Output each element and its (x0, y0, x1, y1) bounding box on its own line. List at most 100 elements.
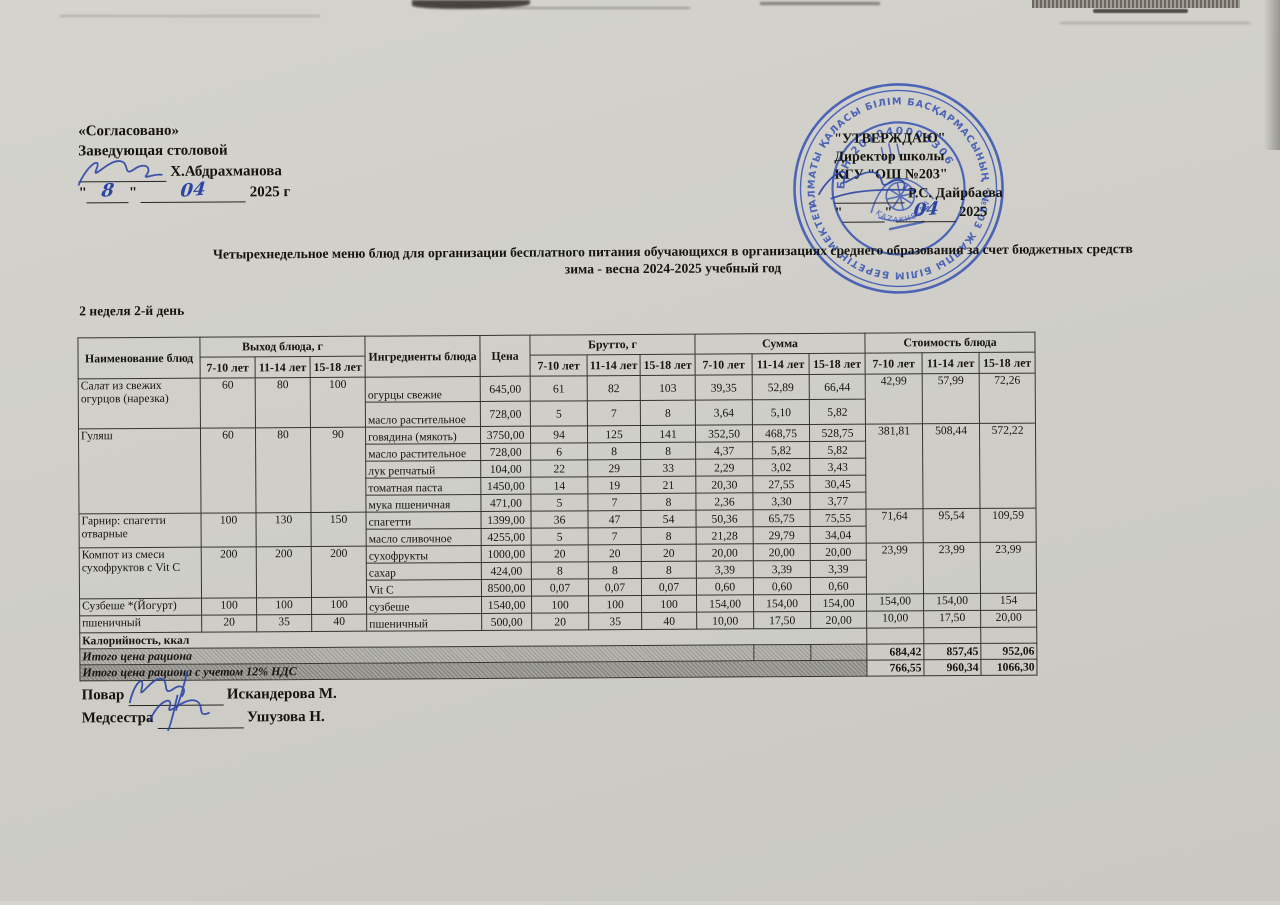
price-cell: 424,00 (481, 562, 532, 580)
cost-cell: 71,64 (866, 508, 924, 544)
portion-cell: 150 (310, 512, 367, 547)
brutto-cell: 14 (530, 476, 588, 495)
total-value-cell: 952,06 (980, 643, 1037, 660)
sum-cell: 50,36 (696, 509, 754, 528)
col-age: 15-18 лет (640, 354, 696, 376)
col-age: 15-18 лет (809, 353, 866, 375)
portion-cell: 100 (201, 597, 257, 616)
sum-cell: 154,00 (696, 594, 754, 613)
portion-cell: 100 (310, 377, 366, 428)
dish-name-cell: Гуляш (78, 428, 201, 514)
portion-cell: 100 (200, 512, 257, 548)
ingredient-cell: масло сливочное (366, 528, 482, 547)
col-brutto: Брутто, г (529, 334, 696, 356)
cost-cell: 381,81 (865, 423, 924, 510)
cost-cell: 17,50 (923, 610, 981, 628)
sum-cell: 0,60 (810, 577, 867, 595)
ingredient-cell: говядина (мякоть) (365, 426, 481, 445)
price-cell: 3750,00 (480, 426, 531, 444)
sum-cell: 66,44 (809, 374, 866, 400)
portion-cell: 200 (201, 546, 257, 599)
portion-cell: 100 (256, 597, 312, 615)
brutto-cell: 100 (588, 595, 642, 613)
canteen-head-name: Х.Абдрахманова (170, 163, 282, 180)
sum-cell: 3,39 (753, 560, 811, 578)
portion-cell: 200 (256, 546, 312, 598)
col-age: 15-18 лет (979, 352, 1036, 374)
left-date-line: " 8 " 04 2025 г (78, 178, 291, 204)
brutto-cell: 141 (640, 425, 696, 443)
portion-cell: 80 (255, 427, 311, 513)
handwritten-day: 8 (100, 179, 116, 202)
total-vat-value-cell: 766,55 (866, 659, 925, 677)
col-age: 11-14 лет (255, 356, 311, 378)
sum-cell: 30,45 (809, 475, 866, 493)
sum-cell: 528,75 (809, 424, 866, 442)
price-cell: 645,00 (480, 376, 531, 402)
col-cost: Стоимость блюда (864, 332, 1036, 354)
sum-cell: 20,00 (753, 543, 811, 561)
cost-cell: 95,54 (923, 508, 981, 543)
sum-cell: 20,00 (810, 543, 867, 561)
sum-cell: 20,30 (695, 475, 753, 494)
sum-cell: 0,60 (696, 577, 754, 596)
sum-cell: 3,64 (695, 399, 753, 426)
portion-cell: 100 (311, 597, 367, 615)
sum-cell: 5,82 (809, 441, 866, 459)
sum-cell: 2,36 (695, 492, 754, 511)
dish-name-cell: пшеничный (79, 615, 202, 633)
brutto-cell: 8 (588, 561, 642, 579)
cost-cell: 57,99 (922, 373, 980, 424)
approval-left-block: «Согласовано» Заведующая столовой Х.Абдр… (78, 120, 291, 204)
table-row: Салат из свежих огурцов (нарезка) 60 80 100… (78, 373, 1036, 429)
col-age: 7-10 лет (530, 354, 588, 377)
brutto-cell: 20 (588, 544, 642, 562)
agreed-label: «Согласовано» (78, 122, 180, 140)
total-value-cell: 857,45 (923, 643, 981, 660)
brutto-cell: 8 (641, 527, 697, 545)
cost-cell: 23,99 (980, 542, 1037, 594)
brutto-cell: 19 (587, 476, 641, 494)
col-age: 11-14 лет (587, 354, 641, 376)
ingredient-cell: томатная паста (365, 477, 481, 496)
brutto-cell: 100 (641, 595, 697, 613)
col-age: 11-14 лет (922, 352, 980, 374)
brutto-cell: 8 (640, 442, 696, 460)
brutto-cell: 6 (530, 442, 588, 461)
brutto-cell: 61 (530, 375, 588, 402)
price-cell: 500,00 (481, 613, 532, 631)
brutto-cell: 100 (531, 595, 589, 614)
brutto-cell: 0,07 (588, 578, 642, 596)
price-cell: 104,00 (480, 460, 531, 478)
cook-name: Искандерова М. (226, 685, 337, 703)
brutto-cell: 36 (531, 510, 589, 529)
sum-cell: 17,50 (753, 611, 811, 629)
col-sum: Сумма (694, 333, 866, 355)
ingredient-cell: спагетти (366, 511, 482, 530)
approval-right-block: "УТВЕРЖДАЮ" Директор школы КГУ "ОШ №203"… (834, 130, 1003, 223)
sum-cell: 34,04 (810, 526, 867, 544)
total-vat-value-cell: 960,34 (923, 659, 982, 676)
brutto-cell: 94 (530, 425, 588, 444)
cost-cell: 109,59 (980, 508, 1037, 543)
col-age: 11-14 лет (752, 353, 810, 375)
ingredient-cell: огурцы свежие (365, 376, 481, 403)
portion-cell: 80 (255, 377, 311, 428)
brutto-cell: 5 (531, 527, 589, 546)
sum-cell: 2,29 (695, 458, 753, 477)
sum-cell: 52,89 (752, 374, 810, 400)
sum-cell: 21,28 (696, 526, 754, 545)
brutto-cell: 8 (640, 493, 697, 511)
portion-cell: 60 (200, 427, 256, 514)
brutto-cell: 7 (587, 400, 641, 426)
total-empty-cell (753, 644, 811, 661)
brutto-cell: 35 (588, 612, 642, 630)
ingredient-cell: масло растительное (365, 401, 481, 428)
cost-cell: 72,26 (979, 373, 1036, 424)
cost-cell: 154 (980, 593, 1037, 611)
total-value-cell: 684,42 (866, 643, 924, 661)
price-cell: 1000,00 (481, 545, 532, 563)
brutto-cell: 33 (640, 459, 696, 477)
total-vat-label-cell: Итого цена рациона с учетом 12% НДС (79, 660, 868, 681)
